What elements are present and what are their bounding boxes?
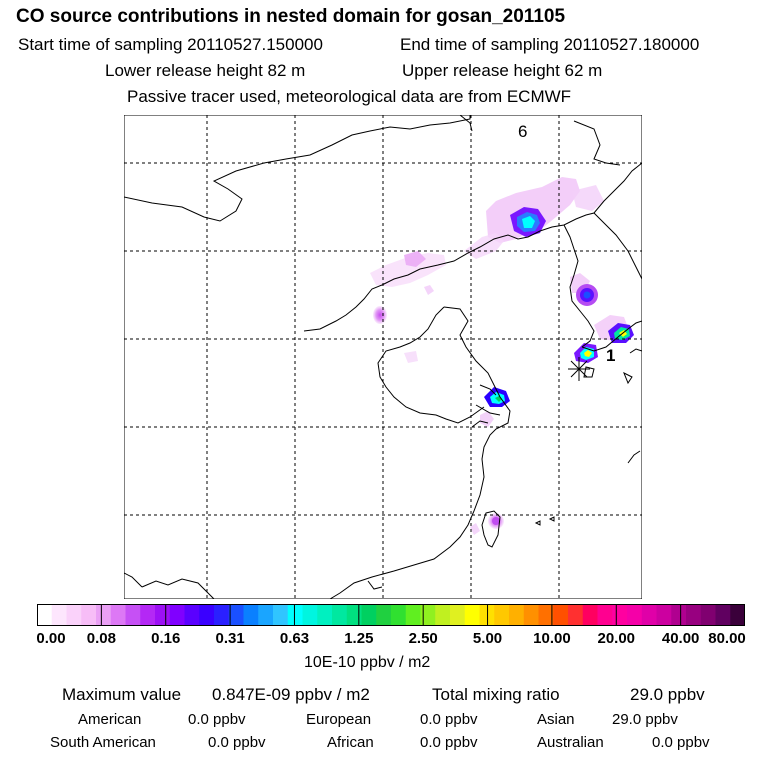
total-mixing-ratio-label: Total mixing ratio: [432, 685, 560, 704]
colorbar-tick-label: 0.00: [36, 630, 66, 647]
colorbar-cell: [243, 604, 259, 626]
region-value-african: 0.0 ppbv: [420, 734, 478, 751]
colorbar-cell: [228, 604, 244, 626]
colorbar-cell: [568, 604, 584, 626]
map-panel: 6 1: [124, 115, 642, 599]
colorbar-cell: [81, 604, 97, 626]
colorbar-cell: [420, 604, 436, 626]
colorbar-cell: [523, 604, 539, 626]
colorbar-cell: [494, 604, 510, 626]
region-value-american: 0.0 ppbv: [188, 711, 246, 728]
colorbar-cell: [273, 604, 289, 626]
colorbar-cell: [199, 604, 215, 626]
plot-title: CO source contributions in nested domain…: [16, 6, 566, 27]
colorbar-cell: [125, 604, 141, 626]
colorbar-tick-label: 40.00: [661, 630, 700, 647]
colorbar-cell: [317, 604, 333, 626]
colorbar-cell: [627, 604, 643, 626]
coastline: [124, 115, 642, 599]
colorbar-cell: [715, 604, 731, 626]
colorbar-cell: [435, 604, 451, 626]
colorbar-cell: [553, 604, 569, 626]
asterisk-receptor-icon: [568, 357, 590, 381]
colorbar-cell: [66, 604, 82, 626]
source-label-6: 6: [518, 122, 527, 141]
region-name-american: American: [78, 711, 142, 728]
colorbar-cell: [700, 604, 716, 626]
start-time-label: Start time of sampling 20110527.150000: [18, 35, 323, 54]
colorbar-cell: [538, 604, 554, 626]
region-name-european: European: [306, 711, 372, 728]
colorbar-cell: [641, 604, 657, 626]
colorbar-border: [37, 604, 745, 626]
colorbar-cell: [346, 604, 362, 626]
colorbar-cell: [287, 604, 303, 626]
source-label-1: 1: [606, 346, 615, 365]
colorbar-cell: [597, 604, 613, 626]
upper-release-height-label: Upper release height 62 m: [402, 61, 603, 80]
colorbar-cell: [671, 604, 687, 626]
colorbar-cell: [391, 604, 407, 626]
region-name-australian: Australian: [537, 734, 604, 751]
colorbar-cell: [464, 604, 480, 626]
colorbar-tick-label: 80.00: [708, 630, 746, 647]
colorbar-tick-label: 0.16: [151, 630, 181, 647]
hotspot-beijing: [510, 207, 546, 237]
colorbar-cell: [582, 604, 598, 626]
region-name-south-american: South American: [50, 734, 156, 751]
region-name-asian: Asian: [537, 711, 575, 728]
region-value-australian: 0.0 ppbv: [652, 734, 710, 751]
colorbar-cell: [214, 604, 230, 626]
max-value: 0.847E-09 ppbv / m2: [212, 685, 370, 704]
colorbar-cell: [37, 604, 53, 626]
colorbar-tick-label: 1.25: [344, 630, 374, 647]
lower-release-height-label: Lower release height 82 m: [105, 61, 306, 80]
colorbar-cell: [730, 604, 745, 626]
colorbar-cell: [140, 604, 156, 626]
colorbar-tick-label: 0.63: [279, 630, 310, 647]
colorbar-cell: [656, 604, 672, 626]
colorbar-tick-label: 5.00: [472, 630, 503, 647]
colorbar-cell: [184, 604, 200, 626]
colorbar-cell: [612, 604, 628, 626]
colorbar-tick-label: 2.50: [408, 630, 438, 647]
colorbar-cell: [332, 604, 348, 626]
hotspot-pyongyang: [576, 284, 598, 306]
region-value-asian: 29.0 ppbv: [612, 711, 678, 728]
colorbar-cell: [110, 604, 126, 626]
colorbar-tick-label: 10.00: [533, 630, 571, 647]
total-mixing-ratio-value: 29.0 ppbv: [630, 685, 705, 704]
colorbar-cell: [361, 604, 377, 626]
colorbar-tick-label: 20.00: [597, 630, 636, 647]
colorbar-cell: [51, 604, 67, 626]
region-value-south-american: 0.0 ppbv: [208, 734, 266, 751]
colorbar-cell: [450, 604, 466, 626]
colorbar-unit: 10E-10 ppbv / m2: [304, 654, 431, 671]
colorbar-cell: [258, 604, 274, 626]
colorbar-cell: [376, 604, 392, 626]
colorbar: [37, 604, 745, 626]
end-time-label: End time of sampling 20110527.180000: [400, 35, 700, 54]
colorbar-cell: [155, 604, 171, 626]
tracer-note: Passive tracer used, meteorological data…: [127, 87, 572, 106]
max-value-label: Maximum value: [62, 685, 182, 704]
colorbar-cell: [405, 604, 421, 626]
colorbar-tick-label: 0.08: [86, 630, 116, 647]
colorbar-cell: [509, 604, 525, 626]
hotspot-shandong: [373, 306, 387, 324]
hotspot-source-1: [574, 343, 598, 363]
region-name-african: African: [327, 734, 374, 751]
colorbar-cell: [169, 604, 185, 626]
colorbar-cell: [96, 604, 112, 626]
region-value-european: 0.0 ppbv: [420, 711, 478, 728]
colorbar-tick-label: 0.31: [215, 630, 245, 647]
colorbar-cell: [302, 604, 318, 626]
lat-lon-grid: [124, 115, 642, 599]
colorbar-cell: [686, 604, 702, 626]
